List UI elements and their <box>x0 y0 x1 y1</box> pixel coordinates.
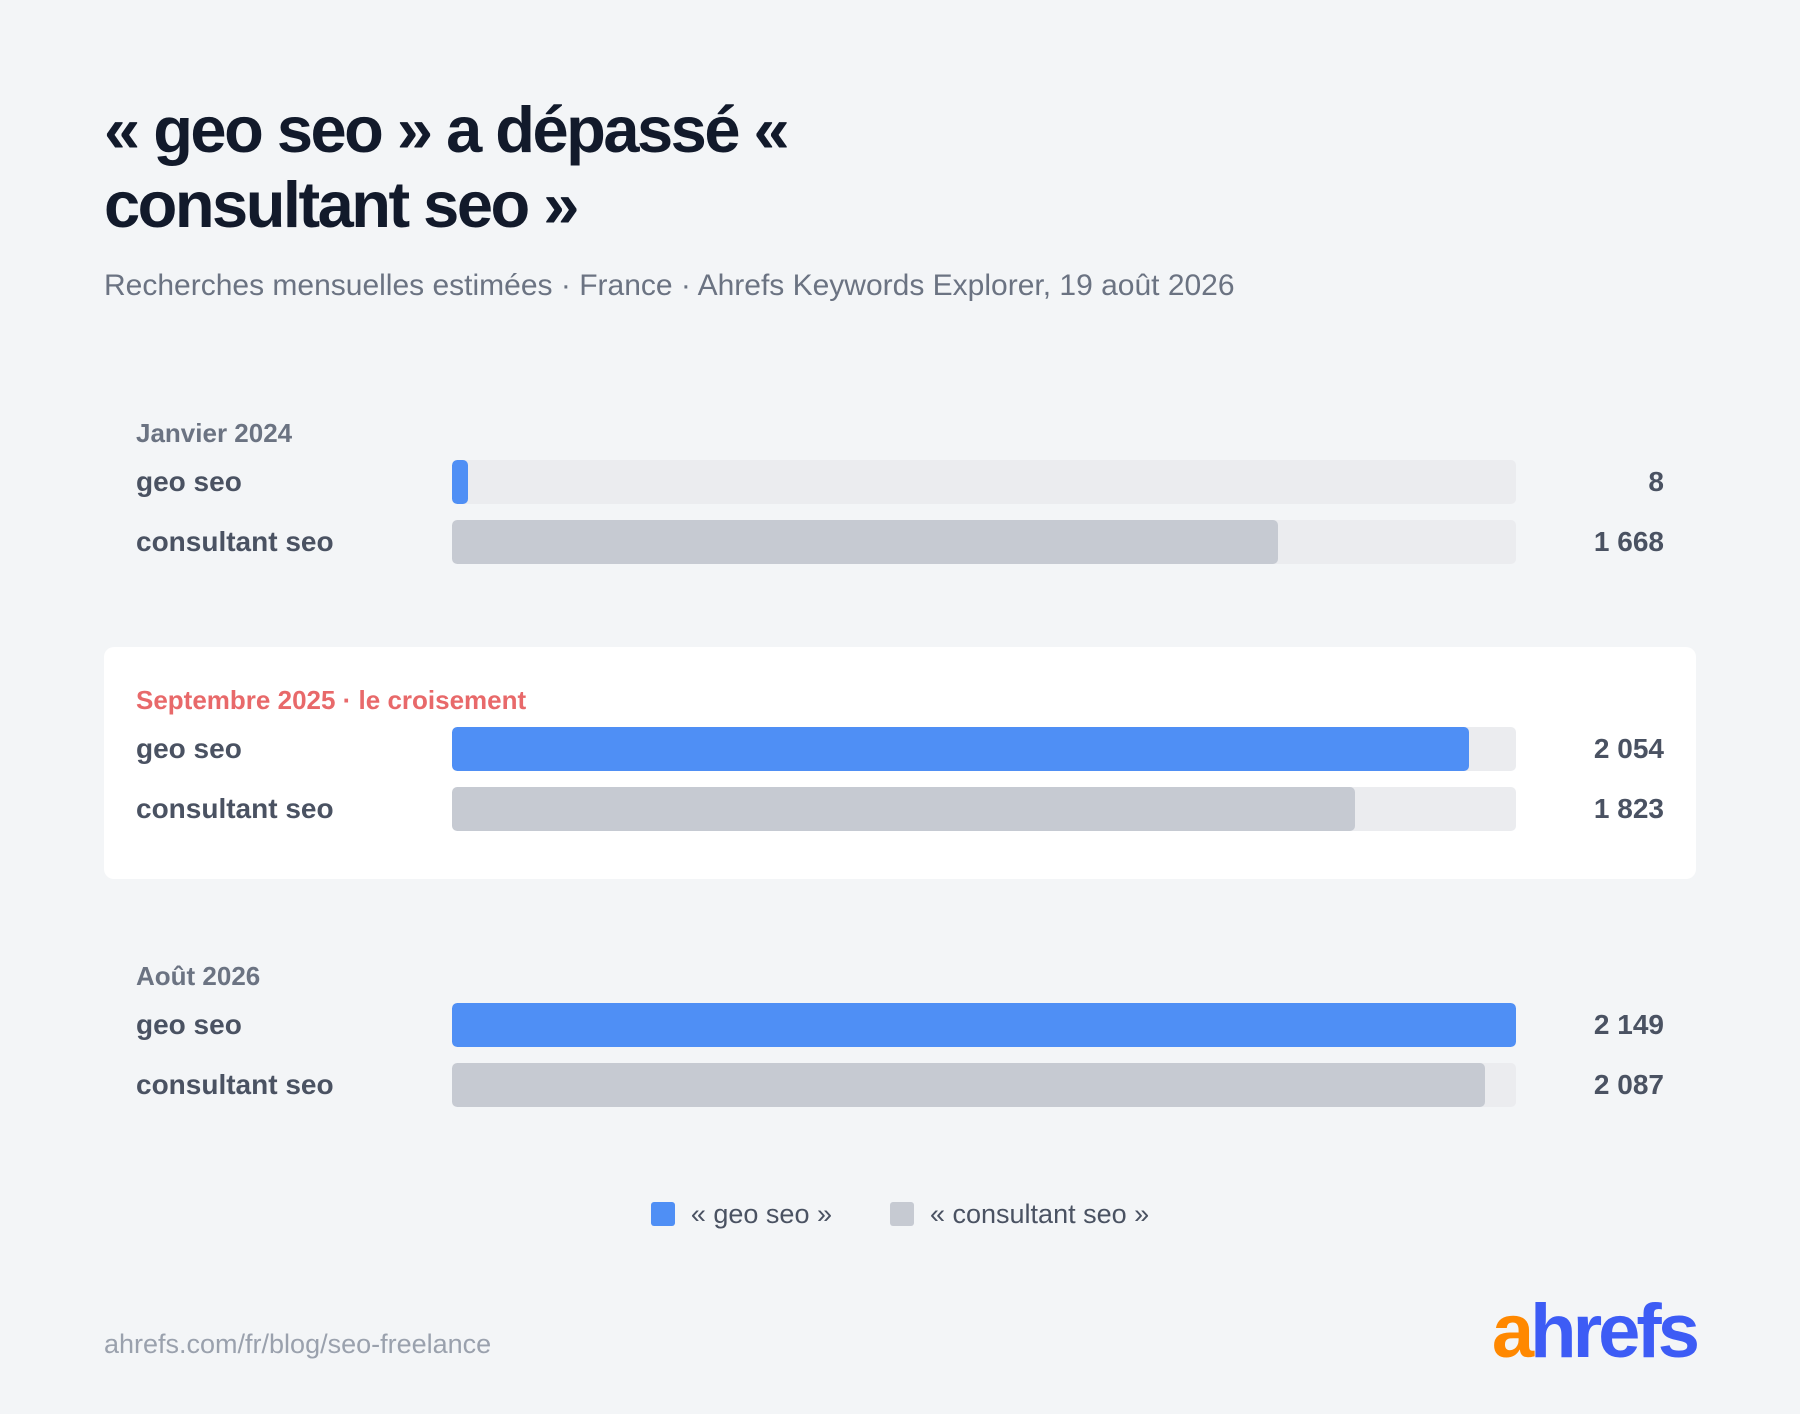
bar-geo-seo <box>452 727 1469 771</box>
ahrefs-logo: ahrefs <box>1491 1289 1700 1374</box>
bar-group-janvier-2024: Janvier 2024 geo seo 8 consultant seo 1 668 <box>104 380 1696 612</box>
legend-swatch-consultant-seo <box>889 1202 914 1226</box>
legend-label-consultant-seo: « consultant seo » <box>929 1199 1150 1229</box>
bar-geo-seo <box>452 460 468 504</box>
bar-track-geo-seo <box>452 460 1516 504</box>
bar-track-geo-seo <box>452 1003 1516 1047</box>
bar-consultant-seo <box>452 787 1355 831</box>
value-label-consultant-seo: 1 668 <box>1593 526 1664 557</box>
value-label-geo-seo: 2 054 <box>1593 733 1664 764</box>
legend: « geo seo » « consultant seo » <box>0 1196 1800 1232</box>
source-url: ahrefs.com/fr/blog/seo-freelance <box>104 1329 492 1359</box>
bar-group-septembre-2025-le-croisement: Septembre 2025 · le croisement geo seo 2 0… <box>104 647 1696 879</box>
bar-track-consultant-seo <box>452 787 1516 831</box>
row-label-consultant-seo: consultant seo <box>136 1069 334 1100</box>
ahrefs-logo-a: a <box>1491 1289 1534 1374</box>
group-label: Janvier 2024 <box>136 418 293 448</box>
legend-item-consultant-seo: « consultant seo » <box>889 1196 1150 1232</box>
bar-track-geo-seo <box>452 727 1516 771</box>
value-label-consultant-seo: 1 823 <box>1593 793 1664 824</box>
group-label: Septembre 2025 · le croisement <box>136 685 527 715</box>
bar-track-consultant-seo <box>452 1063 1516 1107</box>
row-label-consultant-seo: consultant seo <box>136 526 334 557</box>
row-label-geo-seo: geo seo <box>136 466 242 497</box>
value-label-geo-seo: 8 <box>1648 466 1664 497</box>
row-label-consultant-seo: consultant seo <box>136 793 334 824</box>
legend-item-geo-seo: « geo seo » <box>650 1196 832 1232</box>
row-label-geo-seo: geo seo <box>136 1009 242 1040</box>
bar-track-consultant-seo <box>452 520 1516 564</box>
chart-title: « geo seo » a dépassé « consultant seo » <box>104 93 790 241</box>
value-label-consultant-seo: 2 087 <box>1593 1069 1664 1100</box>
bar-consultant-seo <box>452 1063 1486 1107</box>
legend-label-geo-seo: « geo seo » <box>690 1199 832 1229</box>
bar-geo-seo <box>452 1003 1516 1047</box>
ahrefs-logo-rest: hrefs <box>1530 1289 1700 1374</box>
bar-consultant-seo <box>452 520 1278 564</box>
value-label-geo-seo: 2 149 <box>1593 1009 1664 1040</box>
row-label-geo-seo: geo seo <box>136 733 242 764</box>
group-label: Août 2026 <box>136 961 261 991</box>
legend-swatch-geo-seo <box>650 1202 675 1226</box>
bar-group-aout-2026: Août 2026 geo seo 2 149 consultant seo 2 087 <box>104 923 1696 1155</box>
chart-subtitle: Recherches mensuelles estimées · France … <box>104 269 1235 302</box>
